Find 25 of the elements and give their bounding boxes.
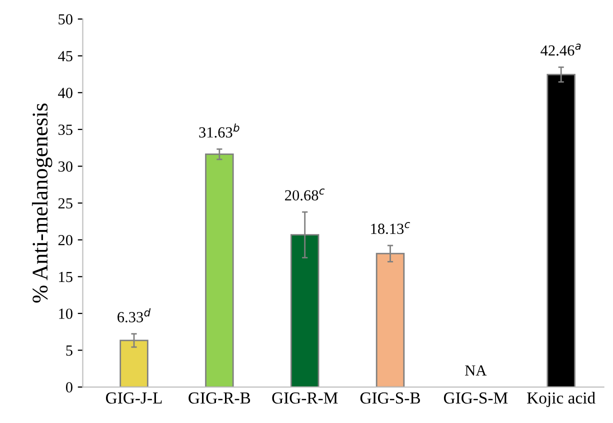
bar — [205, 154, 234, 388]
y-tick-label: 10 — [59, 308, 72, 319]
y-tick-label: 15 — [59, 272, 72, 282]
x-tick-label: GIG-S-B — [360, 392, 420, 404]
x-tick-label: GIG-R-M — [272, 392, 338, 404]
x-tick-label: GIG-S-M — [444, 392, 508, 404]
y-tick-label: 20 — [58, 234, 72, 246]
data-label: 18.13$^{c}$ — [371, 222, 410, 234]
data-label: 42.46$^{a}$ — [540, 44, 581, 56]
y-tick-label: 0 — [66, 382, 72, 392]
y-tick-label: 35 — [58, 124, 72, 135]
data-label: 20.68$^{c}$ — [285, 188, 325, 201]
y-tick-label: 30 — [58, 161, 72, 172]
y-axis-title: % Anti-melanogenesis — [32, 104, 52, 303]
data-label: 31.63$^{b}$ — [199, 123, 240, 138]
y-tick-label: 25 — [58, 198, 72, 208]
data-label: 6.33$^{d}$ — [118, 308, 151, 322]
y-tick-label: 50 — [58, 14, 72, 24]
y-tick-label: 5 — [66, 346, 72, 356]
text: NA — [465, 365, 487, 376]
y-tick-label: 45 — [58, 51, 72, 62]
y-tick-label: 40 — [58, 88, 72, 98]
x-tick-label: GIG-R-B — [188, 392, 250, 404]
x-tick-label: GIG-J-L — [106, 392, 162, 404]
x-tick-label: Kojic acid — [527, 392, 596, 408]
